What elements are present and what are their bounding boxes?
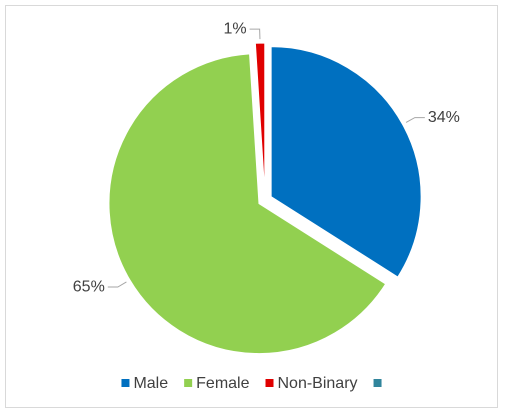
legend-marker xyxy=(121,379,130,387)
data-label: 1% xyxy=(224,20,247,37)
data-label: 65% xyxy=(73,278,105,295)
leader-line xyxy=(405,117,425,123)
leader-line xyxy=(107,281,127,288)
legend-label: Non-Binary xyxy=(278,375,358,392)
data-label: 34% xyxy=(428,109,460,126)
legend-marker xyxy=(184,379,193,387)
leader-line xyxy=(249,28,261,40)
legend-marker xyxy=(265,379,274,387)
legend-label: Female xyxy=(196,375,249,392)
pie-slice xyxy=(270,46,422,278)
legend-marker xyxy=(373,379,382,387)
legend-label: Male xyxy=(133,375,168,392)
pie-slice xyxy=(254,42,266,194)
pie-slice xyxy=(108,53,387,355)
